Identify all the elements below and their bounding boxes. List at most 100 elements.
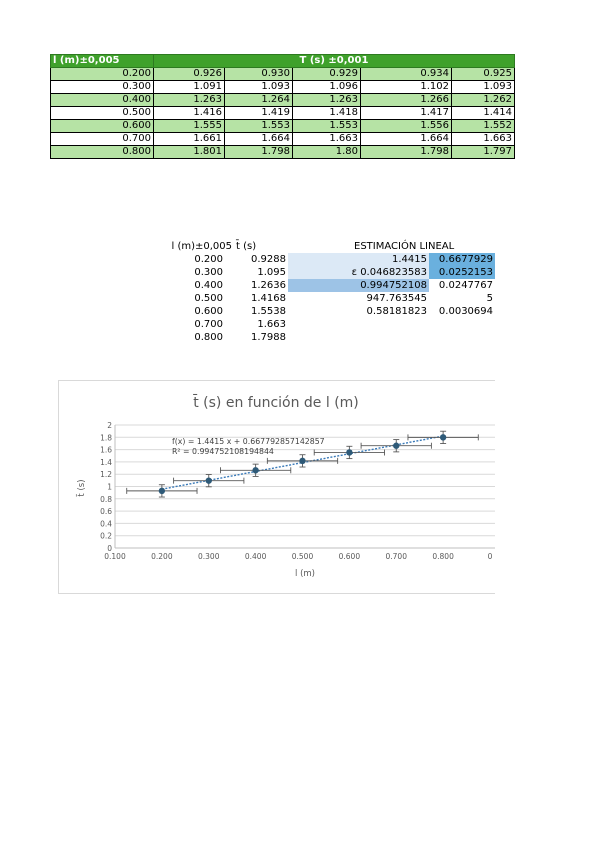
estimation-row: 0.994752108 0.0247767 [288,279,495,292]
list-item: 0.700 1.663 [150,318,286,331]
cell-period: 1.798 [224,145,293,159]
cell-period: 0.930 [224,67,293,81]
estimation-row: 0.58181823 0.0030694 [288,305,495,318]
estimation-value: ε 0.046823583 [288,266,429,279]
avg-time: 1.5538 [251,306,286,317]
averages-table: l (m)±0,005 t̄ (s) 0.200 0.9288 0.300 1.095… [150,240,286,344]
cell-period: 1.552 [451,119,515,133]
chart-title: t̄ (s) en función de l (m) [193,393,359,411]
data-point [158,487,166,495]
avg-length: 0.400 [194,280,223,291]
estimation-value: 0.58181823 [366,306,427,317]
avg-length: 0.300 [194,267,223,278]
list-item: 0.300 1.095 [150,266,286,279]
estimation-value: 5 [486,293,493,304]
avg-length: 0.200 [194,254,223,265]
header-length: l (m)±0,005 [50,54,154,68]
table-row: 0.200 0.926 0.930 0.929 0.934 0.925 [50,67,515,81]
table-row: 0.600 1.555 1.553 1.553 1.556 1.552 [50,119,515,133]
cell-period: 1.663 [292,132,361,146]
avg-time: 0.9288 [251,254,286,265]
y-tick-label: 0.2 [100,532,112,541]
x-tick-label: 0.500 [292,552,314,561]
estimation-value: 947.763545 [366,293,427,304]
estimation-value: 0.994752108 [288,279,429,292]
avg-header-time: t̄ (s) [236,241,257,252]
avg-length: 0.600 [194,306,223,317]
trendline-equation: f(x) = 1.4415 x + 0.667792857142857 [172,437,325,446]
x-tick-label: 0.300 [198,552,220,561]
cell-period: 1.664 [224,132,293,146]
cell-period: 1.417 [360,106,452,120]
avg-time: 1.095 [257,267,286,278]
y-tick-label: 0.6 [100,507,112,516]
avg-time: 1.4168 [251,293,286,304]
data-point [439,434,447,441]
table-row: 0.700 1.661 1.664 1.663 1.664 1.663 [50,132,515,146]
x-tick-label: 0 [488,552,493,561]
avg-time: 1.2636 [251,280,286,291]
data-point [205,477,212,484]
cell-period: 1.096 [292,80,361,94]
x-tick-label: 0.200 [151,552,173,561]
cell-period: 0.929 [292,67,361,81]
cell-period: 1.661 [153,132,225,146]
y-tick-label: 0.8 [100,495,112,504]
data-point [252,467,259,474]
table-row: 0.800 1.801 1.798 1.80 1.798 1.797 [50,145,515,159]
x-tick-label: 0.700 [386,552,408,561]
cell-period: 1.266 [360,93,452,107]
cell-period: 1.80 [292,145,361,159]
table-row: 0.300 1.091 1.093 1.096 1.102 1.093 [50,80,515,94]
cell-period: 0.934 [360,67,452,81]
estimation-row: 1.4415 0.6677929 [288,253,495,266]
cell-period: 1.263 [153,93,225,107]
x-axis-label: l (m) [295,569,315,579]
data-point [393,442,400,449]
cell-length: 0.500 [50,106,154,120]
data-point [299,457,306,465]
cell-period: 1.555 [153,119,225,133]
y-tick-label: 0.4 [100,519,112,528]
cell-period: 1.263 [292,93,361,107]
header-period: T (s) ±0,001 [153,54,515,68]
list-item: 0.400 1.2636 [150,279,286,292]
avg-length: 0.700 [194,319,223,330]
cell-period: 1.091 [153,80,225,94]
measurements-table: l (m)±0,005 T (s) ±0,001 0.200 0.926 0.930… [50,54,515,159]
y-tick-label: 0 [107,544,112,553]
cell-period: 1.797 [451,145,515,159]
chart-frame [58,380,495,594]
cell-length: 0.300 [50,80,154,94]
cell-length: 0.700 [50,132,154,146]
cell-period: 1.553 [224,119,293,133]
estimation-value: 1.4415 [288,253,429,266]
y-tick-label: 1.8 [100,433,112,442]
pendulum-chart: t̄ (s) en función de l (m) 0 0.2 0.4 0.6 0.8 1… [75,393,495,579]
avg-length: 0.800 [194,332,223,343]
y-axis-label: t̄ (s) [75,479,87,497]
y-tick-label: 1.6 [100,446,112,455]
x-tick-label: 0.600 [339,552,361,561]
avg-length: 0.500 [194,293,223,304]
estimation-row: 947.763545 5 [288,292,495,305]
cell-period: 1.264 [224,93,293,107]
cell-period: 1.664 [360,132,452,146]
table-row: 0.400 1.263 1.264 1.263 1.266 1.262 [50,93,515,107]
r-squared: R² = 0.994752108194844 [172,447,274,456]
cell-length: 0.200 [50,67,154,81]
cell-period: 1.418 [292,106,361,120]
avg-header-length: l (m)±0,005 [171,241,232,252]
table-row: 0.500 1.416 1.419 1.418 1.417 1.414 [50,106,515,120]
cell-period: 1.663 [451,132,515,146]
cell-period: 1.419 [224,106,293,120]
cell-period: 1.798 [360,145,452,159]
averages-header: l (m)±0,005 t̄ (s) [150,240,286,253]
list-item: 0.200 0.9288 [150,253,286,266]
cell-period: 0.926 [153,67,225,81]
x-tick-label: 0.400 [245,552,267,561]
cell-period: 1.556 [360,119,452,133]
cell-period: 1.416 [153,106,225,120]
y-tick-label: 1.2 [100,470,112,479]
cell-length: 0.400 [50,93,154,107]
